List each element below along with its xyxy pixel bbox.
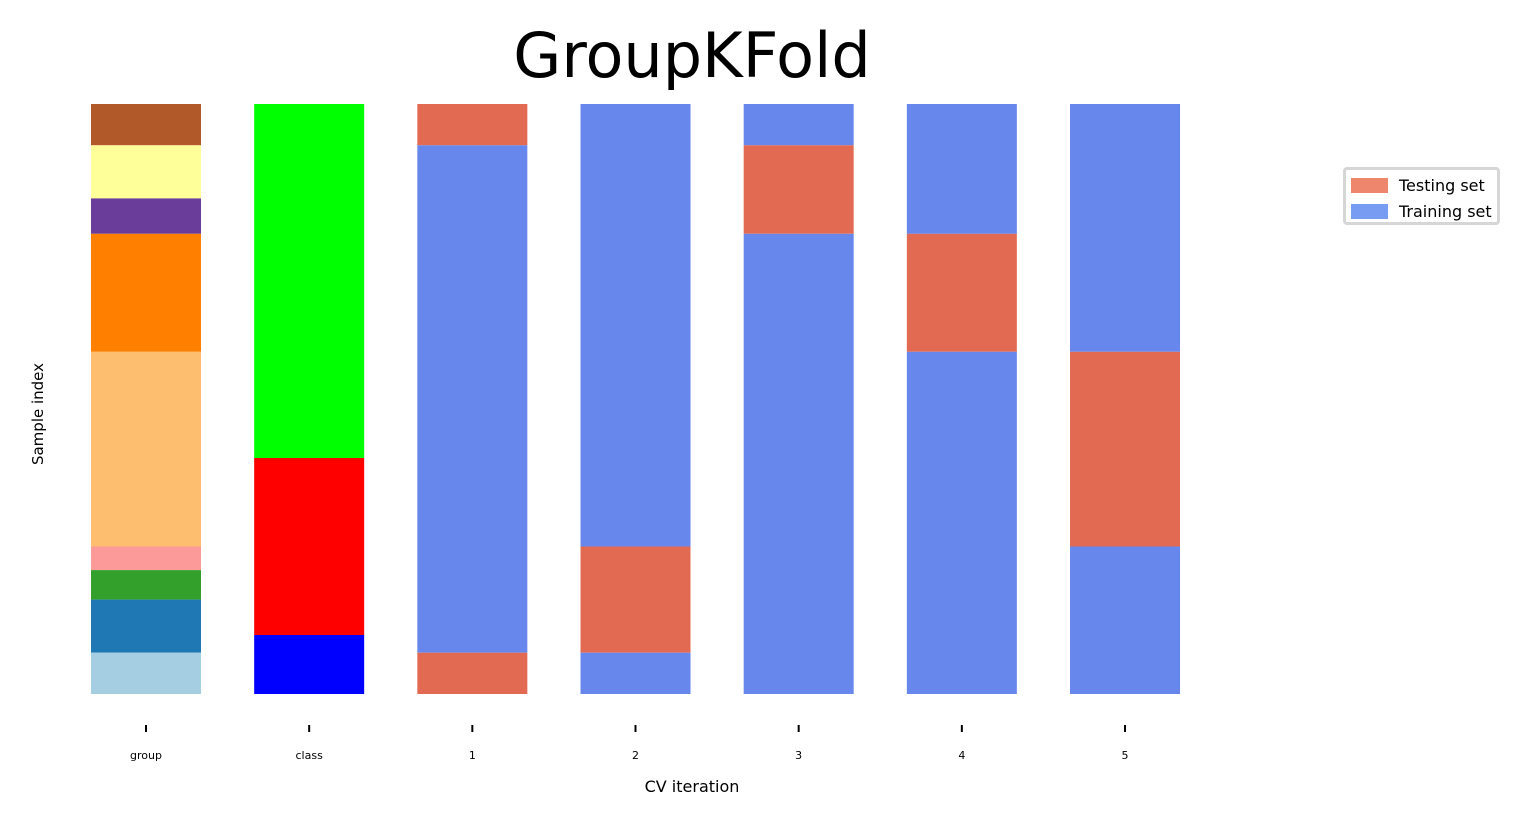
legend-item-testing-set: Testing set <box>1351 175 1485 195</box>
segment-1-2 <box>417 652 528 694</box>
segment-group-5 <box>91 546 201 571</box>
x-tick-label-1: 1 <box>469 749 476 762</box>
segment-class-0 <box>254 104 365 458</box>
legend-item-training-set: Training set <box>1351 201 1492 221</box>
x-tick-label-group: group <box>130 749 162 762</box>
legend-swatch-testing <box>1351 177 1388 193</box>
legend-label-testing: Testing set <box>1399 175 1485 195</box>
chart-title: GroupKFold <box>513 19 870 92</box>
columns-layer <box>91 104 1181 695</box>
segment-3-1 <box>743 145 854 234</box>
segment-4-0 <box>906 104 1017 234</box>
segment-2-2 <box>580 652 691 694</box>
segment-4-2 <box>906 351 1017 694</box>
segment-group-3 <box>91 233 201 352</box>
segment-group-8 <box>91 652 201 694</box>
segment-group-4 <box>91 351 201 547</box>
segment-class-2 <box>254 635 365 694</box>
legend-swatch-training <box>1351 203 1388 219</box>
legend-label-training: Training set <box>1399 201 1492 221</box>
segment-group-1 <box>91 145 201 199</box>
segment-1-0 <box>417 104 528 146</box>
segment-5-0 <box>1070 104 1181 352</box>
segment-2-1 <box>580 546 691 653</box>
x-tick-label-5: 5 <box>1122 749 1129 762</box>
legend: Testing set Training set <box>1343 167 1500 225</box>
segment-1-1 <box>417 145 528 653</box>
segment-group-2 <box>91 198 201 234</box>
segment-3-0 <box>743 104 854 146</box>
segment-group-6 <box>91 570 201 600</box>
x-axis-label: CV iteration <box>645 777 740 796</box>
segment-group-7 <box>91 599 201 653</box>
ticks-layer: group class 1 2 3 4 5 <box>130 725 1129 762</box>
segment-4-1 <box>906 233 1017 352</box>
x-tick-label-3: 3 <box>795 749 802 762</box>
segment-class-1 <box>254 458 365 635</box>
x-tick-label-class: class <box>296 749 324 762</box>
x-tick-label-2: 2 <box>632 749 639 762</box>
segment-5-2 <box>1070 546 1181 694</box>
segment-group-0 <box>91 104 201 146</box>
segment-5-1 <box>1070 351 1181 547</box>
segment-3-2 <box>743 233 854 695</box>
y-axis-label: Sample index <box>29 363 47 465</box>
x-tick-label-4: 4 <box>958 749 965 762</box>
segment-2-0 <box>580 104 691 547</box>
